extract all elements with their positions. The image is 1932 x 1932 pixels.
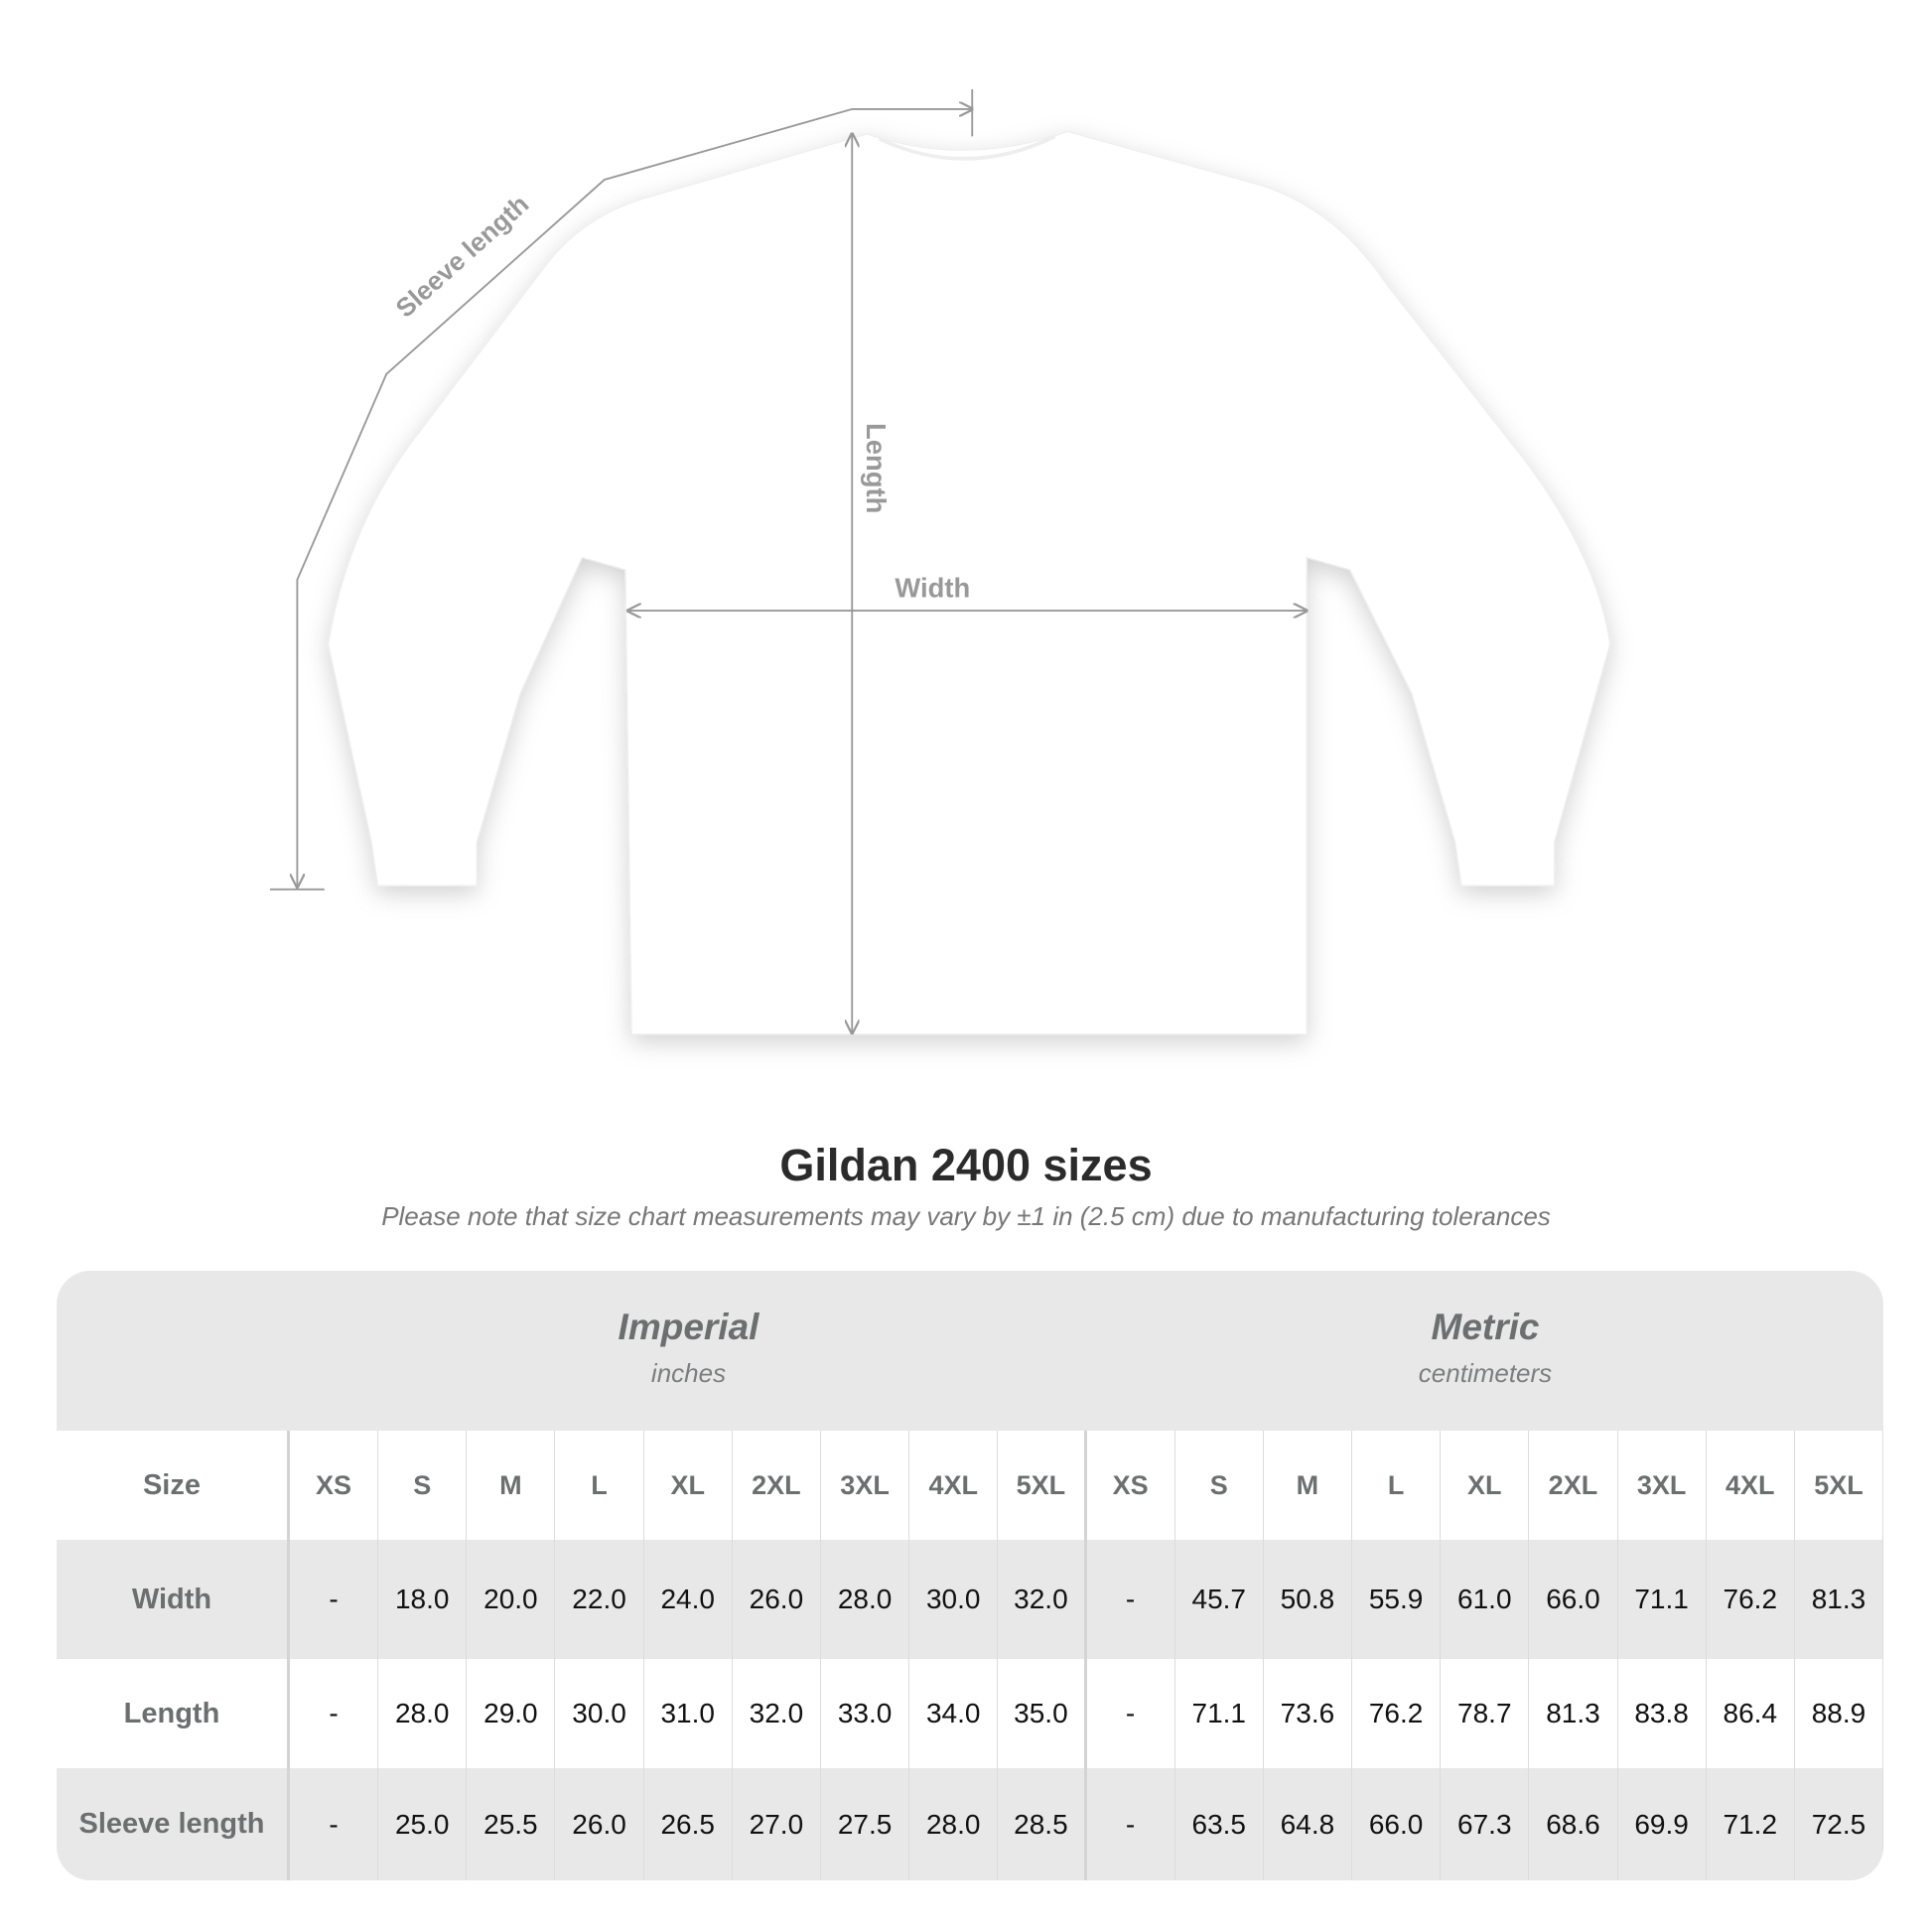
metric-value: 88.9 [1795, 1659, 1883, 1768]
tolerance-note: Please note that size chart measurements… [381, 1201, 1551, 1231]
metric-size-l: L [1352, 1431, 1442, 1540]
metric-size-m: M [1264, 1431, 1353, 1540]
metric-value: 76.2 [1352, 1659, 1442, 1768]
imperial-value: - [290, 1768, 379, 1880]
imperial-value: 34.0 [909, 1659, 999, 1768]
row-label: Width [57, 1540, 290, 1659]
metric-value: 45.7 [1175, 1540, 1264, 1659]
imperial-value: 33.0 [821, 1659, 910, 1768]
imperial-value: 29.0 [467, 1659, 556, 1768]
imperial-value: 26.5 [644, 1768, 733, 1880]
imperial-size-xl: XL [644, 1431, 733, 1540]
imperial-value: 24.0 [644, 1540, 733, 1659]
imperial-value: 28.5 [998, 1768, 1087, 1880]
imperial-value: 27.5 [821, 1768, 910, 1880]
imperial-value: 26.0 [555, 1768, 644, 1880]
imperial-size-m: M [467, 1431, 556, 1540]
imperial-value: 22.0 [555, 1540, 644, 1659]
imperial-value: 32.0 [998, 1540, 1087, 1659]
imperial-value: 30.0 [555, 1659, 644, 1768]
metric-value: 81.3 [1795, 1540, 1883, 1659]
imperial-value: 32.0 [733, 1659, 821, 1768]
metric-value: 68.6 [1529, 1768, 1618, 1880]
metric-size-3xl: 3XL [1618, 1431, 1707, 1540]
metric-size-xs: XS [1087, 1431, 1175, 1540]
imperial-title: Imperial [618, 1307, 759, 1347]
metric-title: Metric [1431, 1307, 1540, 1347]
metric-header: Metric centimeters [1087, 1271, 1883, 1431]
row-label: Sleeve length [57, 1768, 290, 1880]
imperial-header: Imperial inches [290, 1271, 1087, 1431]
imperial-size-l: L [555, 1431, 644, 1540]
metric-value: - [1087, 1540, 1175, 1659]
imperial-value: 28.0 [909, 1768, 999, 1880]
imperial-value: - [290, 1540, 379, 1659]
metric-value: 66.0 [1352, 1768, 1442, 1880]
length-label: Length [861, 423, 892, 513]
metric-value: 83.8 [1618, 1659, 1707, 1768]
metric-value: 66.0 [1529, 1540, 1618, 1659]
imperial-size-2xl: 2XL [733, 1431, 821, 1540]
metric-value: 78.7 [1441, 1659, 1530, 1768]
imperial-size-3xl: 3XL [821, 1431, 910, 1540]
metric-value: - [1087, 1768, 1175, 1880]
metric-value: 71.1 [1175, 1659, 1264, 1768]
metric-value: 61.0 [1441, 1540, 1530, 1659]
row-label: Length [57, 1659, 290, 1768]
shirt-measurement-diagram: Sleeve length Length Width [269, 88, 1611, 1035]
sleeve-length-label: Sleeve length [390, 189, 535, 323]
imperial-value: 30.0 [909, 1540, 999, 1659]
metric-size-4xl: 4XL [1707, 1431, 1795, 1540]
imperial-size-5xl: 5XL [998, 1431, 1087, 1540]
table-row: Length -28.0 29.0 30.0 31.0 32.0 33.0 34.0 35.0-… [57, 1659, 1883, 1768]
imperial-value: 25.0 [378, 1768, 468, 1880]
imperial-value: 31.0 [644, 1659, 733, 1768]
metric-value: - [1087, 1659, 1175, 1768]
metric-unit: centimeters [1418, 1358, 1553, 1388]
table-row: Sleeve length -25.0 25.5 26.0 26.5 27.0 27.5 28… [57, 1768, 1883, 1880]
metric-value: 64.8 [1264, 1768, 1353, 1880]
metric-size-5xl: 5XL [1795, 1431, 1883, 1540]
metric-value: 71.2 [1707, 1768, 1795, 1880]
metric-size-2xl: 2XL [1529, 1431, 1618, 1540]
metric-size-s: S [1175, 1431, 1264, 1540]
metric-value: 76.2 [1707, 1540, 1795, 1659]
imperial-value: 26.0 [733, 1540, 821, 1659]
width-label: Width [895, 572, 970, 603]
imperial-size-s: S [378, 1431, 468, 1540]
metric-value: 71.1 [1618, 1540, 1707, 1659]
page-title: Gildan 2400 sizes [779, 1140, 1153, 1190]
imperial-value: 18.0 [378, 1540, 468, 1659]
metric-value: 86.4 [1707, 1659, 1795, 1768]
metric-size-xl: XL [1441, 1431, 1530, 1540]
imperial-unit: inches [650, 1358, 727, 1388]
imperial-value: 25.5 [467, 1768, 556, 1880]
imperial-value: 28.0 [821, 1540, 910, 1659]
size-label: Size [57, 1431, 290, 1540]
imperial-value: 27.0 [733, 1768, 821, 1880]
metric-value: 72.5 [1795, 1768, 1883, 1880]
imperial-size-xs: XS [290, 1431, 379, 1540]
metric-value: 69.9 [1618, 1768, 1707, 1880]
metric-value: 50.8 [1264, 1540, 1353, 1659]
metric-value: 67.3 [1441, 1768, 1530, 1880]
metric-value: 81.3 [1529, 1659, 1618, 1768]
imperial-value: 28.0 [378, 1659, 468, 1768]
imperial-value: 20.0 [467, 1540, 556, 1659]
metric-value: 73.6 [1264, 1659, 1353, 1768]
metric-value: 63.5 [1175, 1768, 1264, 1880]
imperial-value: - [290, 1659, 379, 1768]
imperial-value: 35.0 [998, 1659, 1087, 1768]
size-header-row: Size XS S M L XL 2XL 3XL 4XL 5XL XS S M L XL 2XL 3XL 4XL 5… [57, 1431, 1883, 1540]
imperial-size-4xl: 4XL [909, 1431, 999, 1540]
metric-value: 55.9 [1352, 1540, 1442, 1659]
size-table: Imperial inches Metric centimeters Size X… [57, 1271, 1883, 1880]
sleeve-length-line [297, 109, 972, 887]
table-row: Width -18.0 20.0 22.0 24.0 26.0 28.0 30.0 32.0-4… [57, 1540, 1883, 1659]
